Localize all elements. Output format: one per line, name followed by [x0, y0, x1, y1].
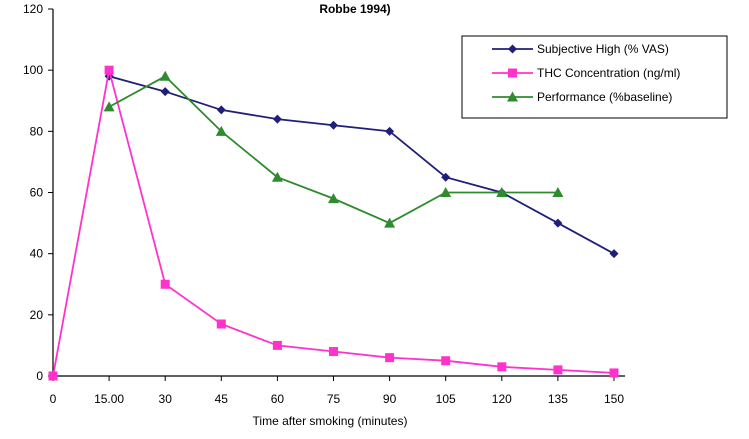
legend-item: THC Concentration (ng/ml)	[492, 66, 680, 80]
x-tick-label: 150	[604, 392, 624, 406]
legend-items: Subjective High (% VAS) THC Concentration…	[492, 42, 680, 104]
data-point	[272, 114, 282, 124]
data-point	[441, 356, 451, 366]
x-tick-label: 15.00	[94, 392, 124, 406]
y-tick-label: 40	[30, 247, 44, 261]
series-line	[108, 75, 615, 255]
data-point	[496, 187, 508, 197]
data-point	[329, 120, 338, 130]
legend-marker	[508, 44, 517, 54]
data-point	[103, 101, 115, 112]
y-axis-ticks: 0 20 40 60 80 100 120	[23, 2, 53, 383]
legend: Subjective High (% VAS) THC Concentration…	[461, 35, 728, 119]
data-point	[48, 371, 58, 381]
series-layer	[48, 65, 619, 381]
data-point	[160, 87, 170, 97]
data-point	[215, 125, 227, 136]
x-tick-label: 120	[492, 392, 512, 406]
data-point	[552, 187, 564, 197]
x-tick-label: 0	[50, 392, 57, 406]
legend-marker	[508, 68, 517, 78]
data-point	[271, 171, 283, 182]
data-point	[384, 217, 396, 228]
data-point	[385, 126, 395, 136]
legend-label: Performance (%baseline)	[537, 90, 672, 104]
y-tick-label: 80	[30, 124, 44, 138]
data-point	[385, 353, 395, 363]
data-point	[159, 70, 171, 81]
x-axis-title: Time after smoking (minutes)	[253, 414, 408, 428]
data-point	[441, 172, 451, 182]
data-point	[160, 279, 170, 289]
data-point	[329, 347, 338, 357]
chart-title: Robbe 1994)	[319, 2, 390, 16]
x-tick-label: 75	[327, 392, 341, 406]
x-axis-ticks: 0 15.00 30 45 60 75 90 105 120 135 150	[50, 376, 624, 406]
data-point	[553, 365, 563, 375]
data-point	[272, 340, 282, 350]
legend-label: Subjective High (% VAS)	[537, 42, 669, 56]
x-tick-label: 135	[548, 392, 568, 406]
data-point	[497, 362, 507, 372]
data-point	[609, 368, 619, 378]
legend-item: Performance (%baseline)	[492, 90, 672, 104]
series-square	[48, 65, 619, 381]
y-tick-label: 120	[23, 2, 43, 16]
x-tick-label: 60	[271, 392, 285, 406]
data-point	[440, 187, 452, 197]
x-tick-label: 45	[215, 392, 229, 406]
series-triangle	[103, 70, 564, 228]
data-point	[553, 218, 563, 228]
x-tick-label: 90	[383, 392, 397, 406]
x-tick-label: 30	[159, 392, 173, 406]
y-tick-label: 100	[23, 63, 43, 77]
data-point	[104, 65, 114, 75]
data-point	[216, 319, 226, 329]
legend-marker	[507, 91, 518, 102]
y-tick-label: 0	[36, 369, 43, 383]
legend-label: THC Concentration (ng/ml)	[537, 66, 680, 80]
y-tick-label: 20	[30, 308, 44, 322]
x-tick-label: 105	[436, 392, 456, 406]
data-point	[216, 105, 226, 115]
legend-item: Subjective High (% VAS)	[492, 42, 669, 56]
data-point	[609, 249, 619, 259]
data-point	[328, 193, 339, 204]
y-tick-label: 60	[30, 186, 44, 200]
